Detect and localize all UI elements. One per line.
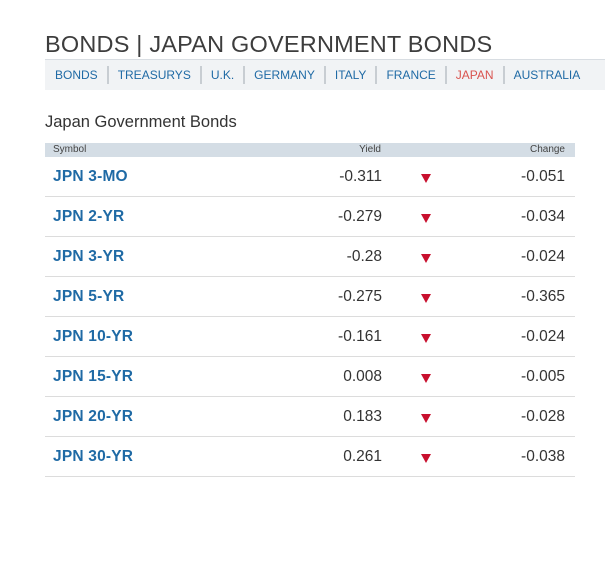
table-row: JPN 20-YR 0.183 -0.028 xyxy=(45,397,575,437)
down-triangle-icon xyxy=(421,254,431,263)
table-row: JPN 3-YR -0.28 -0.024 xyxy=(45,237,575,277)
down-triangle-icon xyxy=(421,294,431,303)
bond-market-tabs: BONDS TREASURYS U.K. GERMANY ITALY FRANC… xyxy=(45,60,605,90)
table-row: JPN 15-YR 0.008 -0.005 xyxy=(45,357,575,397)
bond-symbol-link[interactable]: JPN 15-YR xyxy=(53,368,134,385)
yield-value: -0.28 xyxy=(346,248,382,265)
column-header-change: Change xyxy=(529,144,565,155)
column-header-symbol: Symbol xyxy=(53,144,87,155)
bond-symbol-link[interactable]: JPN 3-MO xyxy=(53,168,128,185)
tab-bonds[interactable]: BONDS xyxy=(45,66,109,84)
bonds-table: Symbol Yield Change JPN 3-MO -0.311 -0.0… xyxy=(45,143,575,477)
title-divider xyxy=(45,59,605,60)
table-row: JPN 30-YR 0.261 -0.038 xyxy=(45,437,575,477)
bond-symbol-link[interactable]: JPN 20-YR xyxy=(53,408,134,425)
change-value: -0.028 xyxy=(521,408,565,425)
down-triangle-icon xyxy=(421,414,431,423)
yield-value: 0.261 xyxy=(343,448,382,465)
table-row: JPN 5-YR -0.275 -0.365 xyxy=(45,277,575,317)
bond-symbol-link[interactable]: JPN 30-YR xyxy=(53,448,134,465)
change-value: -0.024 xyxy=(521,328,565,345)
yield-value: 0.008 xyxy=(343,368,382,385)
tab-treasurys[interactable]: TREASURYS xyxy=(109,66,202,84)
change-value: -0.051 xyxy=(521,168,565,185)
table-row: JPN 2-YR -0.279 -0.034 xyxy=(45,197,575,237)
down-triangle-icon xyxy=(421,174,431,183)
yield-value: -0.161 xyxy=(338,328,382,345)
tab-australia[interactable]: AUSTRALIA xyxy=(513,68,581,82)
tab-france[interactable]: FRANCE xyxy=(377,66,447,84)
yield-value: 0.183 xyxy=(343,408,382,425)
bond-symbol-link[interactable]: JPN 10-YR xyxy=(53,328,134,345)
change-value: -0.005 xyxy=(521,368,565,385)
down-triangle-icon xyxy=(421,454,431,463)
table-header: Symbol Yield Change xyxy=(45,143,575,157)
yield-value: -0.279 xyxy=(338,208,382,225)
yield-value: -0.275 xyxy=(338,288,382,305)
table-row: JPN 3-MO -0.311 -0.051 xyxy=(45,157,575,197)
tab-germany[interactable]: GERMANY xyxy=(245,66,326,84)
change-value: -0.365 xyxy=(521,288,565,305)
change-value: -0.038 xyxy=(521,448,565,465)
tab-italy[interactable]: ITALY xyxy=(326,66,378,84)
column-header-yield: Yield xyxy=(359,144,381,155)
bond-symbol-link[interactable]: JPN 2-YR xyxy=(53,208,125,225)
tab-japan[interactable]: JAPAN xyxy=(447,66,505,84)
page-title: BONDS | JAPAN GOVERNMENT BONDS xyxy=(45,31,493,57)
down-triangle-icon xyxy=(421,334,431,343)
down-triangle-icon xyxy=(421,214,431,223)
tab-uk[interactable]: U.K. xyxy=(202,66,246,84)
bond-symbol-link[interactable]: JPN 5-YR xyxy=(53,288,125,305)
bond-symbol-link[interactable]: JPN 3-YR xyxy=(53,248,125,265)
yield-value: -0.311 xyxy=(339,168,382,185)
change-value: -0.034 xyxy=(521,208,565,225)
section-title: Japan Government Bonds xyxy=(45,113,237,131)
down-triangle-icon xyxy=(421,374,431,383)
change-value: -0.024 xyxy=(521,248,565,265)
table-row: JPN 10-YR -0.161 -0.024 xyxy=(45,317,575,357)
